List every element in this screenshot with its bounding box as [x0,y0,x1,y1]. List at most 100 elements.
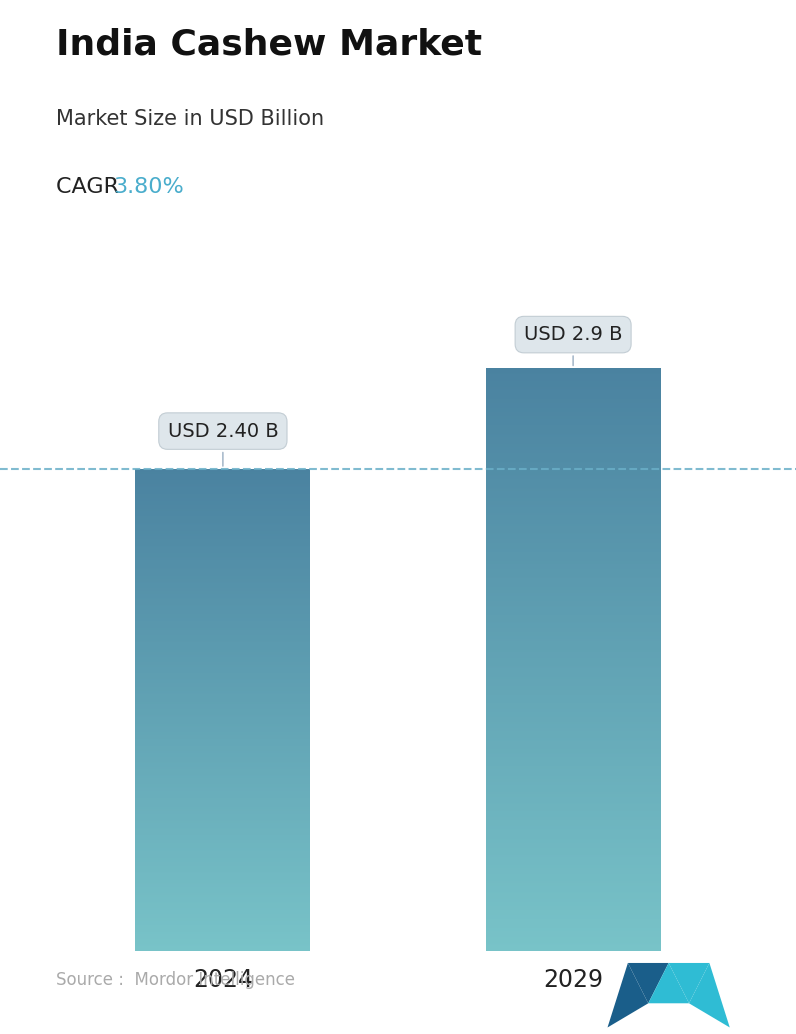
Bar [135,910,310,912]
Bar [135,809,310,811]
Polygon shape [689,963,730,1028]
Bar [486,947,661,948]
Bar [135,742,310,743]
Text: USD 2.40 B: USD 2.40 B [167,422,279,466]
Bar [486,511,661,513]
Bar [135,939,310,941]
Bar [135,922,310,923]
Bar [135,821,310,822]
Bar [135,838,310,839]
Bar [135,914,310,915]
Bar [486,564,661,565]
Bar [486,797,661,798]
Bar [135,638,310,639]
Bar [135,566,310,567]
Bar [486,884,661,886]
Bar [486,807,661,809]
Bar [486,460,661,461]
Bar [486,742,661,744]
Bar [486,922,661,923]
Bar [135,492,310,493]
Bar [135,568,310,569]
Bar [486,696,661,698]
Bar [135,517,310,518]
Bar [135,524,310,525]
Bar [135,895,310,896]
Bar [486,496,661,498]
Bar [486,645,661,646]
Bar [135,661,310,662]
Bar [135,947,310,949]
Bar [486,450,661,451]
Bar [486,393,661,394]
Bar [135,705,310,706]
Bar [135,827,310,828]
Bar [135,763,310,764]
Bar [486,432,661,434]
Bar [135,768,310,769]
Bar [135,872,310,873]
Bar [486,634,661,635]
Bar [486,500,661,503]
Bar [135,802,310,804]
Bar [486,508,661,510]
Bar [135,551,310,552]
Bar [486,603,661,604]
Bar [135,494,310,495]
Bar [486,653,661,656]
Bar [135,730,310,732]
Bar [486,368,661,370]
Bar [135,639,310,640]
Bar [486,375,661,377]
Bar [135,791,310,792]
Bar [135,479,310,480]
Bar [486,794,661,795]
Bar [135,815,310,816]
Bar [486,784,661,785]
Bar [486,720,661,721]
Bar [486,515,661,517]
Bar [135,871,310,872]
Bar [135,931,310,932]
Bar [135,750,310,751]
Bar [486,495,661,496]
Bar [486,854,661,855]
Bar [486,710,661,712]
Bar [135,578,310,580]
Bar [486,945,661,947]
Text: CAGR: CAGR [56,178,126,197]
Bar [135,498,310,500]
Bar [135,501,310,503]
Bar [135,896,310,899]
Bar [135,834,310,835]
Bar [135,929,310,930]
Bar [135,575,310,576]
Bar [486,410,661,412]
Bar [486,389,661,390]
Bar [135,627,310,628]
Bar [486,498,661,499]
Bar [486,935,661,937]
Bar [486,753,661,755]
Bar [486,749,661,750]
Bar [486,525,661,527]
Bar [135,561,310,562]
Bar [135,790,310,791]
Bar [135,865,310,866]
Bar [486,524,661,525]
Bar [135,595,310,596]
Bar [135,810,310,812]
Bar [486,625,661,627]
Bar [486,871,661,873]
Bar [135,744,310,747]
Bar [486,805,661,807]
Bar [135,489,310,490]
Bar [135,642,310,643]
Bar [135,541,310,542]
Bar [486,664,661,666]
Bar [486,781,661,782]
Bar [135,589,310,590]
Bar [135,904,310,906]
Bar [486,773,661,774]
Bar [135,590,310,591]
